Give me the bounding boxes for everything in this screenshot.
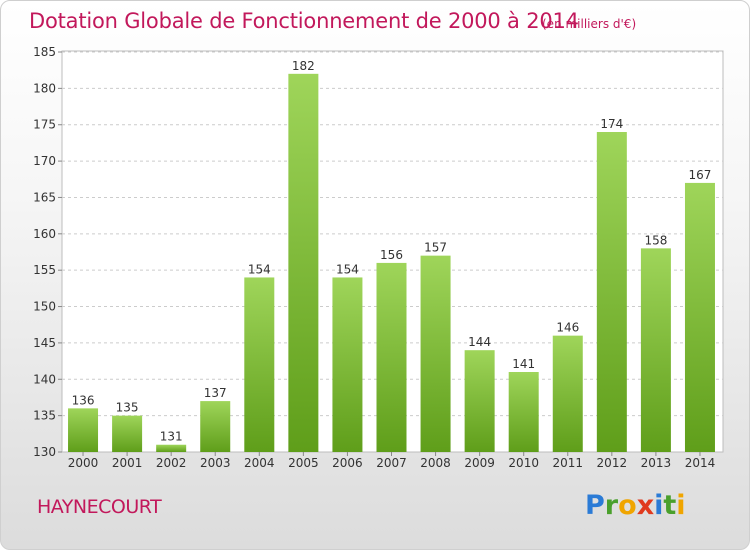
bar: [684, 182, 715, 452]
bar-value-label: 131: [160, 430, 183, 444]
y-axis-ticks: 130 135 140 145 150 155 160 165 170 175 180 185: [33, 45, 62, 459]
bar-value-label: 137: [204, 386, 227, 400]
x-tick-label: 2014: [685, 456, 716, 470]
x-tick-label: 2012: [597, 456, 628, 470]
bar: [156, 444, 187, 452]
bar: [420, 255, 451, 452]
bar: [508, 372, 539, 452]
x-tick-label: 2013: [641, 456, 672, 470]
logo-letter: o: [618, 490, 637, 521]
x-tick-label: 2005: [288, 456, 319, 470]
bars: 136 135 131 137 154 182 154 156 157 144 141 146 174 1…: [68, 59, 715, 453]
x-tick-label: 2008: [420, 456, 451, 470]
bar: [640, 248, 671, 452]
y-tick-label: 185: [33, 45, 56, 59]
chart-title: Dotation Globale de Fonctionnement de 20…: [29, 9, 579, 33]
x-axis-ticks: 2000 2001 2002 2003 2004 2005 2006 2007 2008 2009…: [68, 452, 715, 470]
y-tick-label: 150: [33, 300, 56, 314]
bar-value-label: 154: [248, 262, 271, 276]
bar: [552, 335, 583, 452]
logo-letter: P: [585, 490, 605, 521]
commune-name: HAYNECOURT: [37, 496, 162, 518]
bar: [244, 277, 275, 452]
x-tick-label: 2009: [464, 456, 495, 470]
logo-letter: i: [676, 490, 686, 521]
logo-letter: x: [636, 490, 655, 521]
bar: [68, 408, 99, 452]
bar: [596, 132, 627, 452]
bar: [376, 262, 407, 452]
y-tick-label: 155: [33, 263, 56, 277]
bar-value-label: 154: [336, 262, 359, 276]
y-tick-label: 140: [33, 372, 56, 386]
logo-letter: r: [604, 490, 619, 521]
bar-value-label: 144: [468, 335, 491, 349]
x-tick-label: 2003: [200, 456, 231, 470]
logo-letter: i: [654, 490, 664, 521]
y-tick-label: 145: [33, 336, 56, 350]
x-tick-label: 2001: [112, 456, 143, 470]
bar: [112, 415, 143, 452]
x-tick-label: 2010: [508, 456, 539, 470]
x-tick-label: 2000: [68, 456, 99, 470]
proxiti-logo[interactable]: Proxiti: [585, 490, 686, 521]
bar-value-label: 135: [116, 401, 139, 415]
bar-value-label: 146: [556, 321, 579, 335]
bar: [288, 73, 319, 453]
x-tick-label: 2004: [244, 456, 275, 470]
x-tick-label: 2007: [376, 456, 407, 470]
bar-value-label: 157: [424, 241, 447, 255]
x-tick-label: 2011: [552, 456, 583, 470]
bar-value-label: 136: [72, 393, 95, 407]
logo-letter: t: [663, 490, 677, 521]
y-tick-label: 165: [33, 190, 56, 204]
y-tick-label: 160: [33, 227, 56, 241]
bar-value-label: 141: [512, 357, 535, 371]
chart-subtitle: (en milliers d'€): [542, 17, 637, 31]
y-tick-label: 180: [33, 81, 56, 95]
bar-value-label: 174: [600, 117, 623, 131]
bar: [200, 401, 231, 452]
y-tick-label: 135: [33, 409, 56, 423]
bar-value-label: 156: [380, 248, 403, 262]
y-tick-label: 130: [33, 445, 56, 459]
x-tick-label: 2006: [332, 456, 363, 470]
bar-value-label: 167: [689, 168, 712, 182]
bar-value-label: 182: [292, 59, 315, 73]
x-tick-label: 2002: [156, 456, 187, 470]
y-tick-label: 175: [33, 118, 56, 132]
bar: [332, 277, 363, 452]
y-tick-label: 170: [33, 154, 56, 168]
bar-value-label: 158: [644, 233, 667, 247]
bar: [464, 350, 495, 452]
